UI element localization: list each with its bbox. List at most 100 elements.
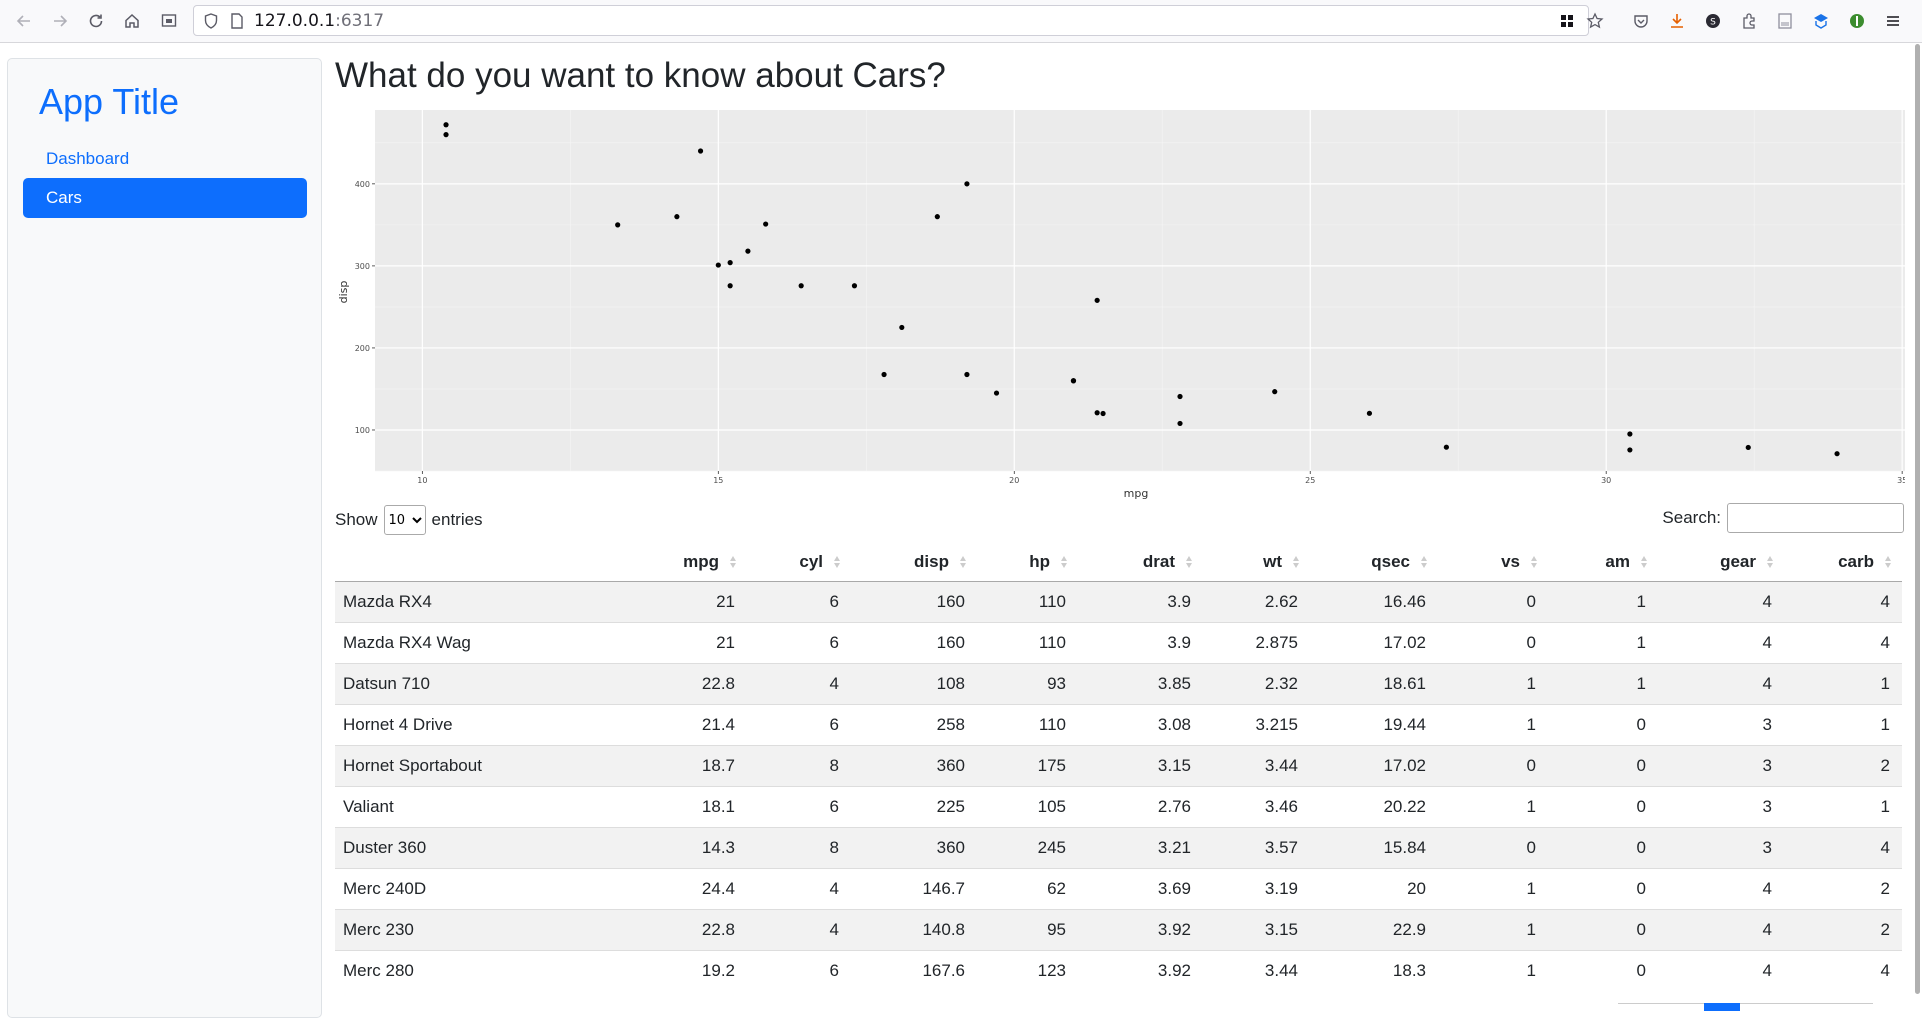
star-icon[interactable]: [1586, 12, 1604, 30]
cell-am: 1: [1548, 581, 1658, 623]
grid-icon[interactable]: [1558, 12, 1576, 30]
table-row[interactable]: Merc 280 19.2 6 167.6 123 3.92 3.44 18.3 1 0 4 4: [335, 950, 1902, 991]
table-row[interactable]: Hornet 4 Drive 21.4 6 258 110 3.08 3.215 19.44 1…: [335, 704, 1902, 746]
column-header-label: gear: [1720, 552, 1756, 571]
column-header-qsec[interactable]: qsec: [1310, 543, 1438, 582]
cell-rowname: Mazda RX4 Wag: [335, 622, 617, 664]
addon-blue-icon[interactable]: [1810, 10, 1832, 32]
cell-mpg: 22.8: [617, 909, 747, 951]
cell-gear: 4: [1658, 622, 1784, 664]
cell-vs: 1: [1438, 704, 1548, 746]
cell-drat: 3.08: [1078, 704, 1203, 746]
cell-mpg: 19.2: [617, 950, 747, 991]
cell-gear: 4: [1658, 663, 1784, 705]
cell-carb: 1: [1784, 786, 1902, 828]
addon-green-icon[interactable]: [1846, 10, 1868, 32]
column-header-am[interactable]: am: [1548, 543, 1658, 582]
extension-s-icon[interactable]: S: [1702, 10, 1724, 32]
search-input[interactable]: [1727, 503, 1904, 533]
cell-gear: 3: [1658, 786, 1784, 828]
y-axis-label: disp: [337, 281, 350, 304]
app-title[interactable]: App Title: [39, 81, 180, 122]
screenshot-button[interactable]: [156, 8, 182, 34]
sort-icon: [1421, 556, 1427, 568]
plot-panel: [375, 110, 1905, 471]
cell-rowname: Merc 240D: [335, 868, 617, 910]
cell-hp: 105: [977, 786, 1078, 828]
table-row[interactable]: Hornet Sportabout 18.7 8 360 175 3.15 3.44 17.0…: [335, 745, 1902, 787]
cell-mpg: 21: [617, 622, 747, 664]
cell-carb: 4: [1784, 950, 1902, 991]
length-prefix: Show: [335, 510, 378, 529]
cell-cyl: 4: [747, 663, 851, 705]
cell-wt: 3.215: [1203, 704, 1310, 746]
column-header-label: mpg: [683, 552, 719, 571]
cell-qsec: 15.84: [1310, 827, 1438, 869]
download-icon[interactable]: [1666, 10, 1688, 32]
cell-drat: 3.15: [1078, 745, 1203, 787]
url-text[interactable]: 127.0.0.1:6317: [254, 11, 384, 31]
column-header-mpg[interactable]: mpg: [617, 543, 747, 582]
column-header-drat[interactable]: drat: [1078, 543, 1203, 582]
cell-cyl: 8: [747, 827, 851, 869]
cell-qsec: 18.3: [1310, 950, 1438, 991]
cell-carb: 1: [1784, 663, 1902, 705]
sort-icon: [1061, 556, 1067, 568]
scatter-point: [1094, 297, 1100, 303]
column-header-hp[interactable]: hp: [977, 543, 1078, 582]
home-button[interactable]: [119, 8, 145, 34]
table-row[interactable]: Valiant 18.1 6 225 105 2.76 3.46 20.22 1 0 3 1: [335, 786, 1902, 828]
column-header-label: wt: [1263, 552, 1282, 571]
column-header-vs[interactable]: vs: [1438, 543, 1548, 582]
table-row[interactable]: Mazda RX4 Wag 21 6 160 110 3.9 2.875 17.02 0 1 4 4: [335, 622, 1902, 664]
cell-mpg: 18.1: [617, 786, 747, 828]
cell-qsec: 17.02: [1310, 622, 1438, 664]
table-row[interactable]: Mazda RX4 21 6 160 110 3.9 2.62 16.46 0 1 4 4: [335, 581, 1902, 623]
pagination-current-page[interactable]: [1704, 1003, 1740, 1011]
scatter-point: [1177, 420, 1183, 427]
x-axis-label: mpg: [1124, 487, 1149, 500]
reload-button[interactable]: [83, 8, 109, 34]
scatter-plot: 10 15 20 25 30 35 100 200 300 400 disp mpg: [337, 110, 1905, 500]
pocket-icon[interactable]: [1630, 10, 1652, 32]
scatter-point: [964, 181, 970, 187]
sidebar-item-dashboard[interactable]: Dashboard: [46, 149, 130, 168]
cell-wt: 3.57: [1203, 827, 1310, 869]
table-row[interactable]: Duster 360 14.3 8 360 245 3.21 3.57 15.84 0 0 3 4: [335, 827, 1902, 869]
column-header-carb[interactable]: carb: [1784, 543, 1902, 582]
cell-vs: 1: [1438, 663, 1548, 705]
cell-drat: 3.9: [1078, 581, 1203, 623]
page-scrollbar[interactable]: [1915, 44, 1920, 994]
table-row[interactable]: Merc 240D 24.4 4 146.7 62 3.69 3.19 20 1 0 4 2: [335, 868, 1902, 910]
column-header-cyl[interactable]: cyl: [747, 543, 851, 582]
sidebar-item-cars[interactable]: Cars: [23, 178, 307, 218]
cell-carb: 1: [1784, 704, 1902, 746]
back-button[interactable]: [11, 8, 37, 34]
cell-mpg: 22.8: [617, 663, 747, 705]
cell-am: 0: [1548, 786, 1658, 828]
column-header-disp[interactable]: disp: [851, 543, 977, 582]
url-port: :6317: [335, 11, 385, 31]
cell-am: 0: [1548, 950, 1658, 991]
shield-icon[interactable]: [202, 12, 220, 30]
cell-gear: 3: [1658, 745, 1784, 787]
table-row[interactable]: Datsun 710 22.8 4 108 93 3.85 2.32 18.61 1 1 4 1: [335, 663, 1902, 705]
address-bar[interactable]: 127.0.0.1:6317: [193, 5, 1604, 36]
cell-mpg: 14.3: [617, 827, 747, 869]
column-header-label: cyl: [799, 552, 823, 571]
page-icon[interactable]: [228, 12, 246, 30]
cell-carb: 4: [1784, 622, 1902, 664]
cell-cyl: 4: [747, 909, 851, 951]
cell-drat: 2.76: [1078, 786, 1203, 828]
forward-button[interactable]: [47, 8, 73, 34]
extensions-icon[interactable]: [1738, 10, 1760, 32]
column-header-wt[interactable]: wt: [1203, 543, 1310, 582]
column-header-gear[interactable]: gear: [1658, 543, 1784, 582]
sort-icon: [834, 556, 840, 568]
menu-icon[interactable]: [1882, 10, 1904, 32]
length-select[interactable]: 10: [383, 505, 426, 535]
reader-icon[interactable]: [1774, 10, 1796, 32]
scatter-point: [934, 214, 940, 220]
table-row[interactable]: Merc 230 22.8 4 140.8 95 3.92 3.15 22.9 1 0 4 2: [335, 909, 1902, 951]
scatter-point: [993, 390, 1000, 396]
